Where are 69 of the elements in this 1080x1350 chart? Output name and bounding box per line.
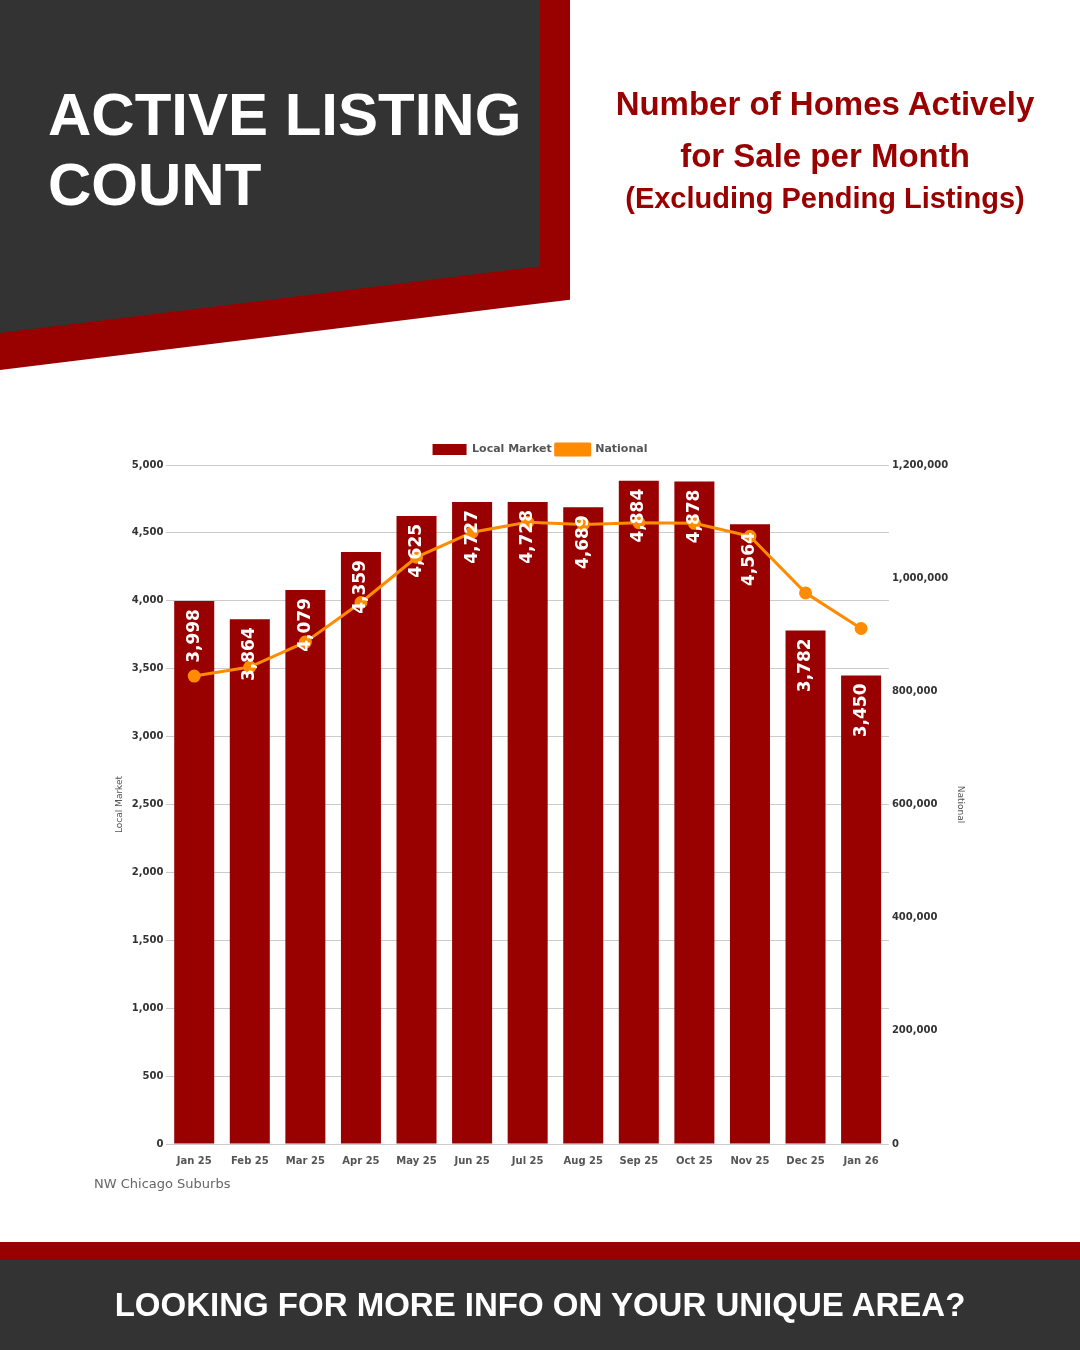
x-tick-label: Jun 25: [453, 1154, 490, 1166]
y-tick-label: 3,500: [131, 662, 164, 674]
legend-label: National: [595, 442, 648, 456]
data-label: 4,884: [627, 488, 648, 543]
y-tick-label: 4,000: [131, 594, 164, 606]
chart-title: ACTIVE LISTING COUNT: [48, 80, 523, 220]
data-label: 3,450: [849, 683, 870, 738]
bar: [174, 601, 215, 1144]
y-tick-label: 3,000: [131, 730, 164, 742]
data-label: 4,564: [738, 532, 759, 586]
x-tick-label: Sep 25: [619, 1154, 659, 1166]
y-tick-label: 0: [156, 1137, 164, 1149]
y-tick-label: 1,500: [131, 933, 164, 945]
y-axis-title: Local Market: [113, 775, 124, 834]
y-tick-label: 5,000: [131, 458, 164, 470]
y2-tick-label: 800,000: [891, 684, 938, 696]
data-label: 4,728: [516, 509, 537, 564]
y-tick-label: 500: [142, 1069, 164, 1081]
bar: [563, 507, 604, 1144]
y2-tick-label: 1,200,000: [891, 458, 949, 470]
y2-tick-label: 600,000: [891, 798, 938, 810]
x-tick-label: Dec 25: [786, 1154, 825, 1166]
legend-label: Local Market: [472, 442, 552, 456]
y-tick-label: 4,500: [131, 526, 164, 538]
bar: [340, 552, 381, 1144]
x-tick-label: Aug 25: [563, 1154, 603, 1166]
x-tick-label: Jan 25: [175, 1154, 212, 1166]
x-tick-label: Jan 26: [842, 1154, 879, 1166]
x-tick-label: May 25: [396, 1154, 437, 1166]
bar: [229, 619, 270, 1144]
y-tick-label: 2,500: [131, 798, 164, 810]
y2-tick-label: 200,000: [891, 1024, 938, 1036]
x-tick-label: Mar 25: [285, 1154, 325, 1166]
bar: [841, 675, 882, 1144]
text: LOOKING FOR MORE INFO ON YOUR UNIQUE AREA?: [0, 1260, 1080, 1350]
data-label: 4,359: [349, 560, 370, 614]
bar: [674, 481, 715, 1144]
bar: [452, 502, 493, 1144]
text: NW Chicago Suburbs: [94, 1176, 231, 1191]
bar: [729, 524, 770, 1144]
data-label: 4,727: [460, 510, 481, 564]
data-label: 3,998: [182, 609, 203, 663]
point: [187, 669, 201, 683]
text: (Excluding Pending Listings): [624, 182, 1026, 215]
y-tick-label: 2,000: [131, 865, 164, 877]
chart-subtitle: Number of Homes Actively for Sale per Month: [614, 84, 1036, 176]
y2-tick-label: 0: [891, 1137, 899, 1149]
x-tick-label: Jul 25: [510, 1154, 544, 1166]
point: [854, 622, 868, 636]
point: [799, 586, 813, 600]
y2-tick-label: 1,000,000: [891, 571, 949, 583]
y2-tick-label: 400,000: [891, 911, 938, 923]
data-label: 4,878: [682, 489, 703, 544]
x-tick-label: Nov 25: [730, 1154, 770, 1166]
x-tick-label: Feb 25: [230, 1154, 269, 1166]
data-label: 4,625: [404, 523, 425, 578]
data-label: 3,864: [238, 627, 259, 682]
bar: [785, 630, 826, 1144]
y-tick-label: 1,000: [131, 1001, 164, 1013]
data-label: 4,689: [571, 515, 592, 570]
bar: [285, 590, 326, 1144]
y2-axis-title: National: [956, 785, 967, 824]
bar: [507, 501, 548, 1144]
bar: [396, 515, 437, 1144]
bar: [618, 480, 659, 1144]
data-label: 3,782: [793, 638, 814, 693]
x-tick-label: Oct 25: [676, 1154, 713, 1166]
data-label: 4,079: [293, 598, 314, 652]
x-tick-label: Apr 25: [342, 1154, 380, 1166]
